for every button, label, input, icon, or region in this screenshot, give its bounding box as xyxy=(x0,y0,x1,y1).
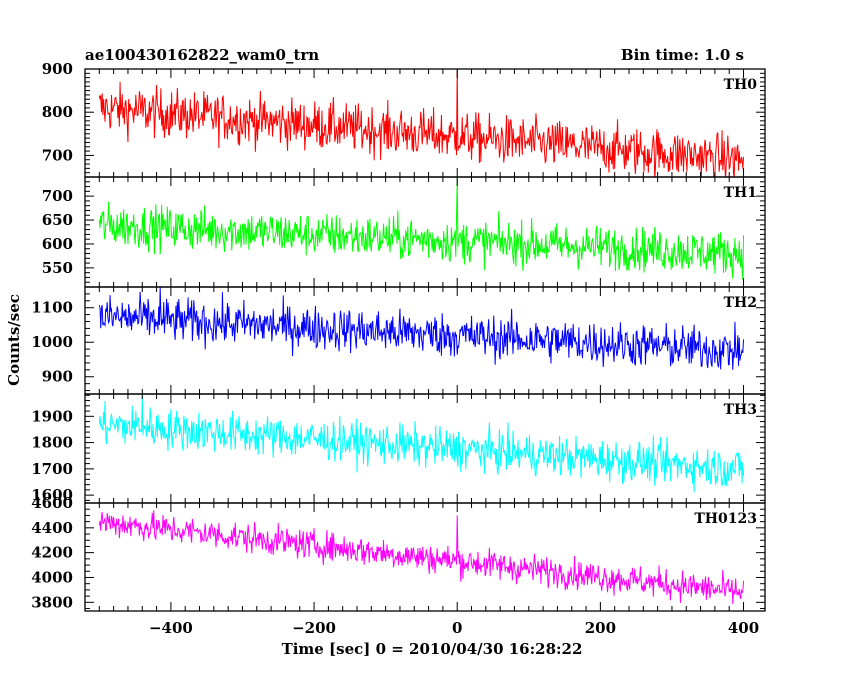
bin-time-label: Bin time: 1.0 s xyxy=(621,46,744,64)
panel-label-th0: TH0 xyxy=(724,77,758,93)
panel-th1: 550 600 650 700 TH1 xyxy=(42,176,766,288)
panel-label-th1: TH1 xyxy=(724,185,757,201)
y-tick-label: 1600 xyxy=(31,486,73,504)
panel-th2: 900 1000 1100 TH2 xyxy=(31,286,766,395)
x-tick-label: −200 xyxy=(292,619,336,637)
panel-th3: 1600 1700 1800 1900 TH3 xyxy=(31,393,766,504)
y-tick-label: 1900 xyxy=(31,407,73,425)
x-tick-label: 200 xyxy=(585,619,616,637)
y-tick-label: 4200 xyxy=(31,544,73,562)
y-tick-label: 1800 xyxy=(31,434,73,452)
y-tick-label: 700 xyxy=(42,187,73,205)
panel-frame xyxy=(84,176,766,288)
panel-th0123: 3800 4000 4200 4400 4600 TH0123 xyxy=(31,494,766,612)
panel-label-th2: TH2 xyxy=(724,295,757,311)
y-tick-label: 4000 xyxy=(31,568,73,586)
panel-th0: 700 800 900 TH0 xyxy=(42,60,766,178)
panel-frame xyxy=(84,502,766,612)
y-tick-label: 800 xyxy=(42,103,73,121)
y-tick-label: 900 xyxy=(42,60,73,78)
series-line-th3 xyxy=(98,394,745,493)
y-tick-label: 650 xyxy=(42,211,73,229)
series-line-th1 xyxy=(98,177,745,280)
y-tick-label: 550 xyxy=(42,259,73,277)
y-tick-label: 1100 xyxy=(31,299,73,317)
series-line-th0 xyxy=(98,69,745,177)
panel-frame xyxy=(84,286,766,395)
y-tick-label: 3800 xyxy=(31,593,73,611)
chart-title: ae100430162822_wam0_trn xyxy=(85,46,319,64)
panel-label-th3: TH3 xyxy=(724,402,757,418)
y-tick-label: 700 xyxy=(42,146,73,164)
y-tick-label: 4400 xyxy=(31,519,73,537)
y-tick-label: 1700 xyxy=(31,460,73,478)
y-tick-label: 900 xyxy=(42,368,73,386)
series-line-th0123 xyxy=(98,510,745,604)
x-tick-label: −400 xyxy=(149,619,193,637)
y-tick-label: 4600 xyxy=(31,494,73,512)
y-tick-label: 600 xyxy=(42,235,73,253)
x-axis-label: Time [sec] 0 = 2010/04/30 16:28:22 xyxy=(282,640,583,658)
series-line-th2 xyxy=(98,287,745,370)
x-tick-label: 0 xyxy=(452,619,462,637)
panel-label-th0123: TH0123 xyxy=(694,511,757,527)
x-tick-label: 400 xyxy=(728,619,759,637)
y-tick-label: 1000 xyxy=(31,333,73,351)
y-axis-label: Counts/sec xyxy=(5,294,23,386)
panels-group: 700 800 900 TH0 550 600 650 700 TH1 900 1000 1100 TH… xyxy=(31,60,766,637)
